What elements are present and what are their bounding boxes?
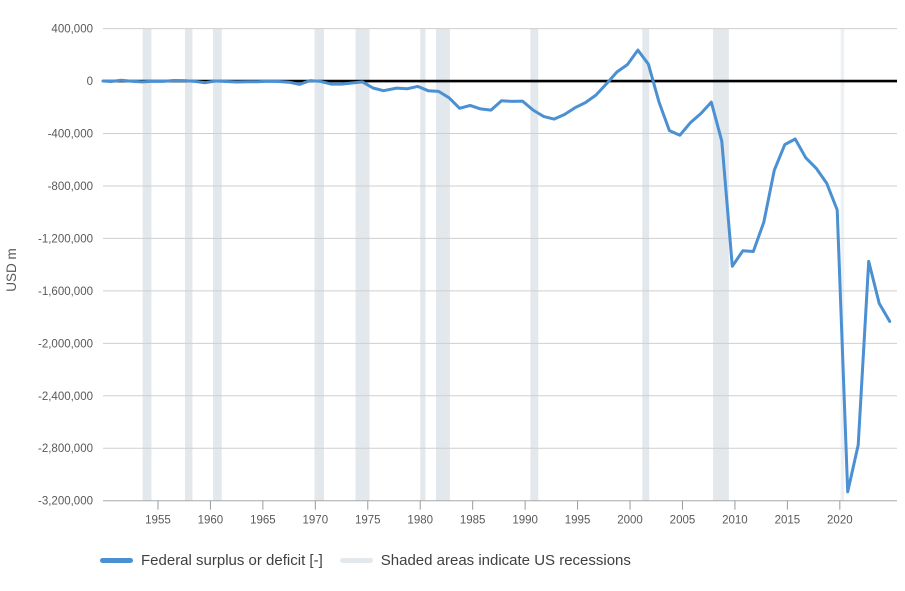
legend-item-series: Federal surplus or deficit [-] [100,551,323,570]
y-tick-label: 0 [87,76,93,88]
recession-band [314,28,325,501]
legend-item-recessions: Shaded areas indicate US recessions [339,551,631,570]
recession-band [142,28,152,501]
y-tick-label: -2,800,000 [38,443,93,455]
series-legend-label: Federal surplus or deficit [-] [141,552,323,569]
recession-band [185,28,193,501]
recession-band [840,28,845,501]
recession-legend-label: Shaded areas indicate US recessions [380,552,631,569]
series-line[interactable] [101,48,892,494]
x-tick-label: 1970 [303,515,329,527]
recession-band [713,28,729,501]
y-tick-label: -2,000,000 [38,338,93,350]
chart-legend: Federal surplus or deficit [-] Shaded ar… [100,551,631,570]
recession-band [213,28,222,501]
y-tick-label: -3,200,000 [38,496,93,508]
y-tick-label: 400,000 [51,24,93,36]
x-tick-label: 1995 [565,515,591,527]
recession-band [435,28,450,501]
y-axis-title: USD m [4,248,19,292]
recession-band-swatch-icon [339,558,373,563]
y-tick-label: -2,400,000 [38,391,93,403]
x-tick-label: 2010 [722,515,748,527]
recession-band [530,28,539,501]
recession-band [642,28,650,501]
x-tick-label: 1990 [512,515,538,527]
x-tick-label: 2020 [827,515,853,527]
x-tick-label: 2015 [775,515,801,527]
x-tick-label: 1965 [250,515,276,527]
y-tick-label: -1,200,000 [38,233,93,245]
recession-band [420,28,426,501]
federal-deficit-chart[interactable]: 400,000 0 -400,000 -800,000 -1,200,000 -1,600… [0,0,905,545]
plot-area[interactable] [103,28,897,501]
y-tick-label: -1,600,000 [38,286,93,298]
x-tick-label: 1980 [407,515,433,527]
x-tick-label: 1960 [198,515,224,527]
x-tick-label: 2000 [617,515,643,527]
y-tick-label: -800,000 [48,181,93,193]
recession-band [355,28,370,501]
x-tick-label: 1975 [355,515,381,527]
x-tick-label: 1985 [460,515,486,527]
x-tick-label: 2005 [670,515,696,527]
x-tick-label: 1955 [145,515,171,527]
series-line-swatch-icon [100,558,133,563]
y-tick-label: -400,000 [48,129,93,141]
